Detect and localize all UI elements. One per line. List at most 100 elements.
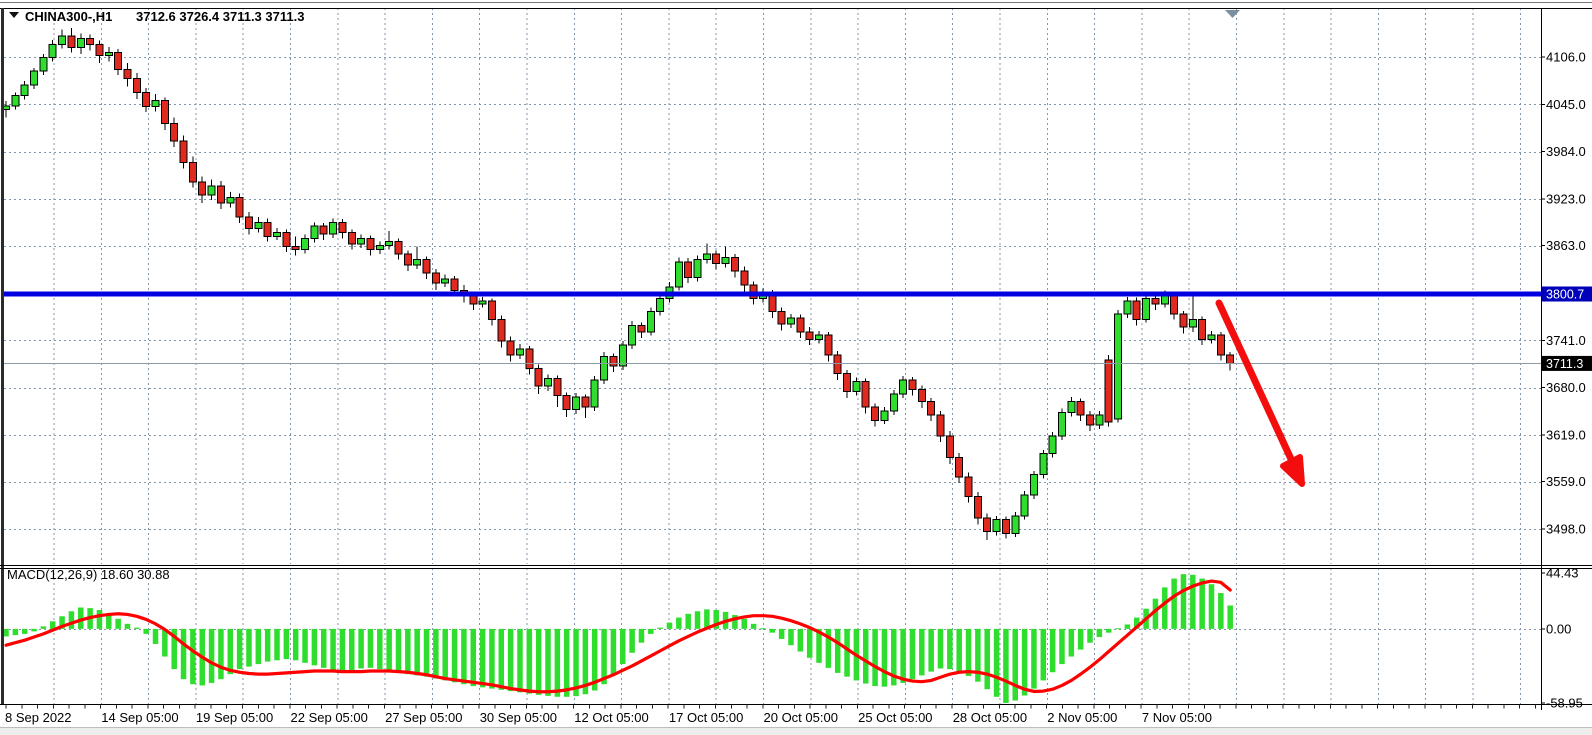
macd-histogram-bar — [283, 628, 290, 660]
bear-candle — [86, 37, 95, 45]
macd-histogram-bar — [433, 628, 439, 679]
chart-end-marker-icon[interactable] — [1225, 10, 1240, 18]
bull-candle — [656, 297, 665, 313]
bull-candle — [441, 278, 450, 284]
macd-histogram-bar — [676, 617, 682, 629]
macd-histogram-bar — [638, 628, 645, 643]
bear-candle — [366, 238, 375, 251]
price-tick-label: 4045.0 — [1546, 97, 1586, 112]
macd-histogram-bar — [124, 623, 131, 629]
macd-histogram-bar — [526, 628, 533, 694]
macd-tick-label: -58.95 — [1546, 695, 1583, 710]
macd-histogram-bar — [741, 618, 748, 629]
bull-candle — [1057, 412, 1066, 437]
bull-candle — [1039, 453, 1048, 476]
bear-candle — [945, 435, 954, 459]
symbol-dropdown-icon[interactable] — [9, 12, 19, 18]
bull-candle — [11, 95, 20, 107]
macd-histogram-bar — [844, 628, 850, 677]
bear-candle — [609, 356, 618, 367]
bear-candle — [67, 35, 76, 49]
price-tick-label: 3498.0 — [1546, 522, 1586, 537]
chart-objects[interactable] — [4, 10, 1541, 487]
macd-indicator — [3, 574, 1233, 703]
macd-histogram-bar — [704, 609, 710, 629]
bull-candle — [76, 37, 85, 49]
bull-candle — [1114, 313, 1123, 420]
bear-candle — [282, 231, 291, 247]
quote-values: 3712.6 3726.4 3711.3 3711.3 — [136, 9, 304, 24]
bull-candle — [273, 231, 282, 237]
bull-candle — [899, 379, 908, 395]
macd-histogram-bar — [891, 628, 897, 686]
price-tick-label: 3680.0 — [1546, 380, 1586, 395]
macd-histogram-bar — [975, 628, 981, 682]
bull-candle — [1067, 401, 1076, 414]
bull-candle — [880, 410, 889, 421]
bull-candle — [207, 185, 216, 196]
macd-histogram-bar — [620, 628, 626, 665]
chart-header: CHINA300-,H1 3712.6 3726.4 3711.3 3711.3 — [9, 9, 304, 24]
macd-histogram-bar — [367, 628, 374, 668]
bear-candle — [983, 517, 992, 532]
bear-candle — [861, 381, 870, 408]
macd-histogram-bar — [180, 628, 187, 680]
bear-candle — [534, 367, 543, 387]
macd-histogram-bar — [685, 613, 691, 629]
bull-candle — [1011, 515, 1020, 535]
bull-candle — [329, 221, 338, 235]
macd-histogram-bar — [1133, 617, 1140, 629]
macd-histogram-bar — [171, 628, 177, 670]
bear-candle — [450, 278, 459, 292]
macd-histogram-bar — [1218, 593, 1224, 629]
bear-candle — [506, 340, 515, 356]
bull-candle — [693, 259, 702, 278]
trend-arrow-object[interactable] — [1215, 299, 1305, 487]
symbol-title: CHINA300-,H1 — [25, 9, 112, 24]
macd-histogram-bar — [162, 628, 168, 657]
bear-candle — [796, 317, 805, 333]
macd-histogram-bar — [862, 628, 869, 684]
macd-histogram-bar — [470, 628, 476, 687]
macd-histogram-bar — [872, 628, 878, 687]
bear-candle — [562, 394, 571, 410]
bull-candle — [1095, 414, 1104, 426]
bear-candle — [291, 245, 300, 251]
macd-histogram-bar — [610, 628, 617, 676]
axis-labels[interactable]: 4106.0 4045.0 3984.0 3923.0 3863.0 3741.0 3680… — [5, 49, 1592, 725]
macd-histogram-bar — [152, 628, 159, 644]
bear-candle — [469, 295, 478, 305]
macd-tick-label: 0.00 — [1546, 621, 1571, 636]
macd-histogram-bar — [1180, 574, 1187, 629]
bear-candle — [338, 221, 347, 233]
macd-histogram-bar — [190, 628, 196, 685]
macd-histogram-bar — [461, 628, 467, 685]
macd-histogram-bar — [311, 628, 318, 666]
grid-lines — [4, 8, 1541, 704]
bear-candle — [1170, 295, 1179, 315]
macd-histogram-bar — [134, 627, 140, 629]
macd-histogram-bar — [806, 628, 813, 658]
macd-histogram-bar — [21, 628, 28, 634]
macd-histogram-bar — [246, 628, 252, 667]
macd-histogram-bar — [1040, 628, 1047, 681]
macd-histogram-bar — [582, 628, 589, 695]
macd-histogram-bar — [601, 628, 607, 685]
horizontal-line-object[interactable] — [4, 291, 1541, 297]
macd-histogram-bar — [666, 622, 673, 629]
bull-candle — [20, 84, 29, 97]
macd-histogram-bar — [218, 628, 224, 680]
macd-histogram-bar — [778, 628, 785, 639]
macd-histogram-bar — [1077, 628, 1084, 650]
hline-price-badge: 3800.7 — [1542, 286, 1592, 302]
macd-histogram-bar — [1171, 578, 1177, 629]
macd-histogram-bar — [442, 628, 448, 681]
current-price-badge: 3711.3 — [1542, 355, 1592, 371]
bull-candle — [478, 300, 487, 305]
macd-histogram-bar — [59, 616, 65, 629]
macd-histogram-bar — [451, 628, 458, 683]
macd-histogram-bar — [349, 628, 355, 671]
price-tick-label: 3741.0 — [1546, 333, 1586, 348]
